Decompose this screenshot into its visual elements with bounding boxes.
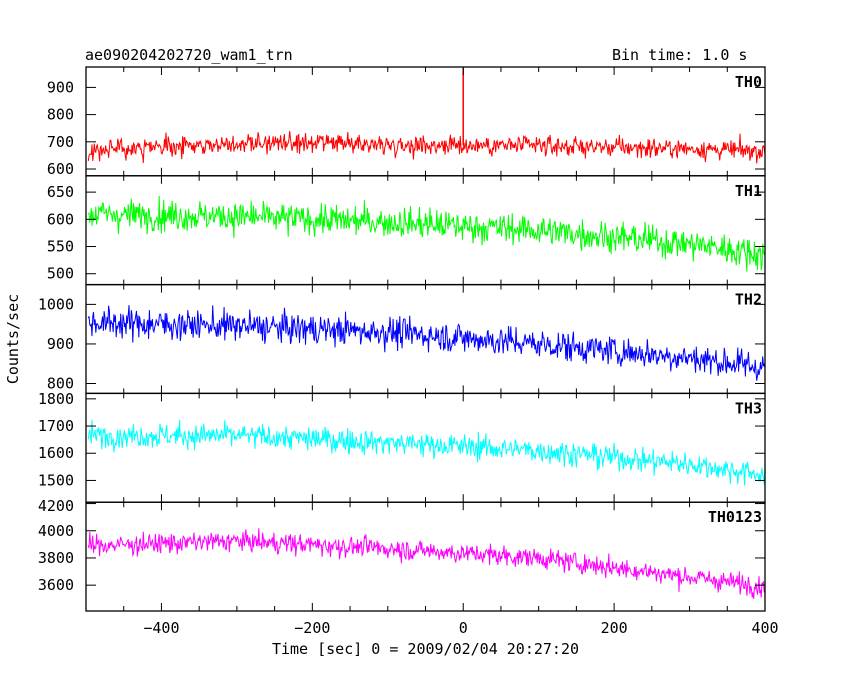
panel-label-th2: TH2 [735,291,762,309]
y-tick-label-th1: 650 [47,183,74,201]
panel-label-th0: TH0 [735,73,762,91]
y-tick-label-th2: 1000 [38,295,74,313]
x-axis-label: Time [sec] 0 = 2009/02/04 20:27:20 [272,640,579,658]
text-layer: 600 700 800 900 TH0 500 550 600 650 TH1 800 900 1000… [4,73,779,658]
y-axis-label: Counts/sec [4,294,22,384]
panel-label-th0123: TH0123 [708,508,762,526]
panel-label-th1: TH1 [735,182,762,200]
y-tick-label-th2: 900 [47,335,74,353]
y-tick-label-th0: 600 [47,160,74,178]
y-tick-label-th0: 900 [47,78,74,96]
y-tick-label-th0123: 4000 [38,522,74,540]
bin-time-label: Bin time: 1.0 s [612,46,748,64]
panel-frame-th0 [85,66,766,177]
x-tick-label: −400 [143,619,179,637]
y-tick-label-th1: 600 [47,210,74,228]
x-tick-label: 200 [601,619,628,637]
chart-title-left: ae090204202720_wam1_trn [85,46,293,64]
frame-layer [85,66,766,612]
x-tick-label: 0 [459,619,468,637]
y-tick-label-th1: 550 [47,238,74,256]
y-tick-label-th3: 1600 [38,444,74,462]
series-line-th0 [87,131,766,164]
series-line-th3 [87,419,766,486]
y-tick-label-th3: 1800 [38,390,74,408]
y-tick-label-th3: 1500 [38,471,74,489]
series-line-th0123 [87,528,766,600]
y-tick-label-th0123: 3600 [38,576,74,594]
x-tick-label: 400 [751,619,778,637]
series-line-th1 [87,195,766,272]
panel-label-th3: TH3 [735,399,762,417]
y-tick-label-th0: 800 [47,106,74,124]
panel-frame-th1 [85,175,766,286]
y-tick-label-th0123: 3800 [38,549,74,567]
y-tick-label-th1: 500 [47,265,74,283]
series-line-th2 [87,305,766,381]
series-layer [87,68,766,600]
y-tick-label-th0123: 4200 [38,497,74,515]
panel-frame-th0123 [85,501,766,612]
x-tick-label: −200 [294,619,330,637]
y-tick-label-th3: 1700 [38,417,74,435]
y-tick-label-th0: 700 [47,133,74,151]
y-tick-label-th2: 800 [47,375,74,393]
